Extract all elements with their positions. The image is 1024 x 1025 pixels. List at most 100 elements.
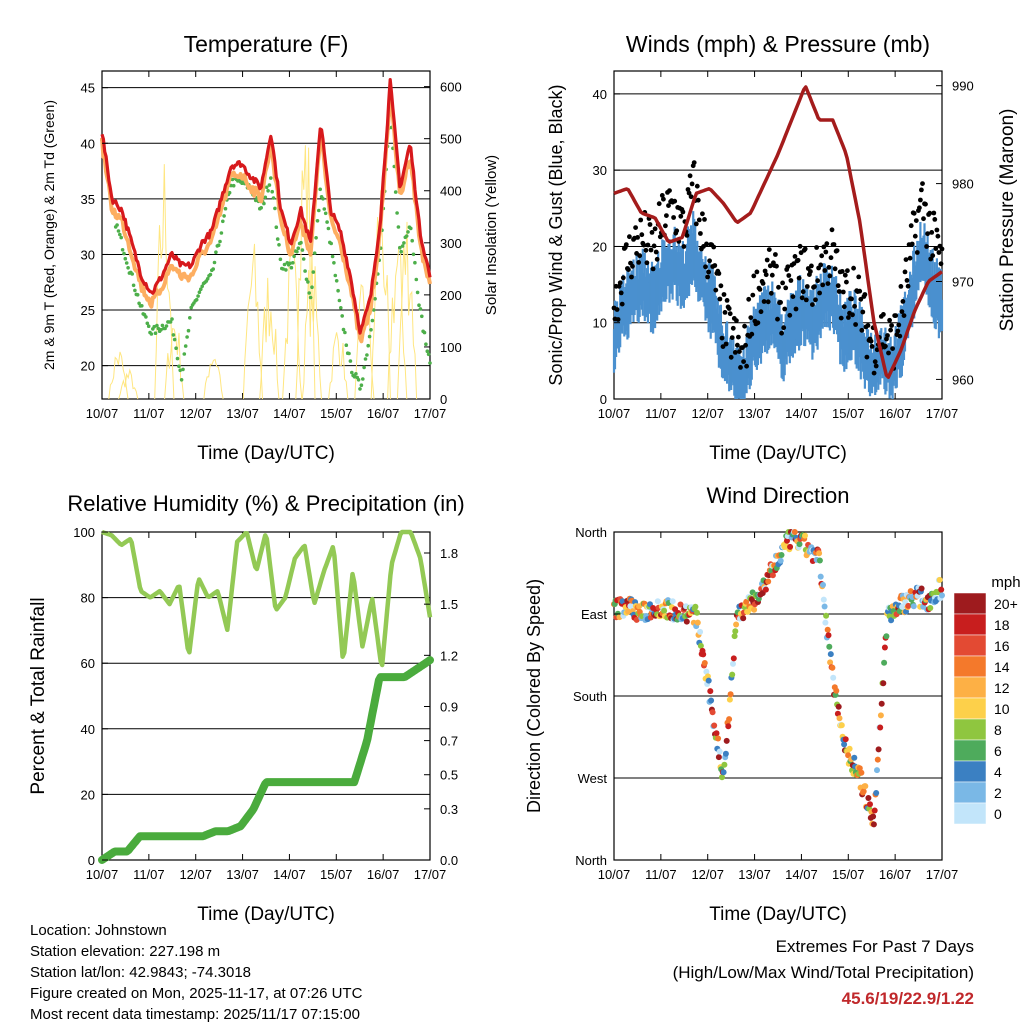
gust-point-240 [858,296,864,302]
direction-point-118 [703,668,710,675]
legend-label-8: 4 [994,764,1002,780]
direction-point-135 [716,748,723,755]
dewpoint-point-147 [301,257,306,261]
direction-point-354 [888,617,895,624]
gust-point-151 [766,247,772,253]
dewpoint-point-238 [426,352,431,357]
direction-point-345 [881,659,888,666]
direction-panel: Wind Direction 10/07 11/07 12/07 13/07 14/07… [524,483,1021,925]
gust-point-17 [629,274,634,280]
direction-point-153 [730,655,737,662]
x-tick-label-5: 15/07 [320,406,353,421]
direction-point-327 [867,801,873,808]
wind-y-tick-label-0: 0 [600,392,607,407]
dewpoint-point-90 [223,206,228,211]
dewpoint-point-63 [186,328,191,333]
gust-point-174 [790,294,796,299]
gust-point-135 [750,292,756,298]
solar-y-tick-label-2: 200 [440,288,462,303]
legend-swatch-0 [953,592,987,615]
x-tick-label-2: 12/07 [179,867,212,882]
dewpoint-point-54 [174,346,178,351]
gust-point-254 [872,359,878,365]
dewpoint-point-73 [200,284,204,289]
solar-spike-10 [328,332,349,400]
dewpoint-point-231 [417,303,421,308]
dewpoint-point-40 [155,323,159,328]
gust-point-152 [767,263,773,269]
pressure-y-tick-label-0: 960 [952,372,974,387]
direction-point-338 [875,746,882,753]
dewpoint-point-168 [330,254,335,259]
direction-point-346 [881,644,888,651]
legend-swatch-2 [953,634,987,657]
legend-title: mph [991,574,1020,591]
direction-point-106 [694,609,700,616]
x-tick-label-3: 13/07 [738,406,771,421]
dewpoint-point-15 [120,248,125,252]
gust-point-72 [685,187,691,192]
gust-point-227 [845,268,850,274]
gust-point-75 [688,194,694,200]
direction-point-214 [778,552,785,558]
winds-ylabel: Sonic/Prop Wind & Gust (Blue, Black) [546,84,566,385]
dewpoint-point-137 [288,261,292,266]
dewpoint-point-50 [168,320,173,324]
gust-point-147 [762,268,768,274]
rh-y-tick-label-0: 0 [88,853,95,868]
direction-point-165 [740,615,747,622]
dir-y-tick-label-4: North [575,853,607,868]
dewpoint-point-124 [270,189,275,194]
gust-point-222 [839,269,845,274]
gust-point-253 [871,370,877,376]
legend-label-10: 0 [994,806,1002,822]
dewpoint-point-134 [284,268,288,272]
gust-point-31 [643,247,649,253]
legend-swatch-1 [953,613,987,636]
gust-point-312 [932,217,938,222]
dewpoint-point-175 [340,314,345,318]
gust-point-18 [630,263,635,269]
x-tick-label-0: 10/07 [86,406,119,421]
direction-point-149 [727,691,734,698]
gust-point-110 [724,298,730,303]
gust-point-244 [862,292,868,297]
dewpoint-point-216 [396,225,401,229]
gust-point-38 [650,266,656,272]
temp-y-tick-label-2: 30 [81,247,95,262]
gust-point-289 [908,223,914,229]
recent-timestamp: Most recent data timestamp: 2025/11/17 0… [30,1006,360,1023]
gust-point-143 [758,309,764,315]
direction-point-148 [726,696,733,703]
gust-point-247 [865,323,871,328]
dewpoint-point-148 [303,269,307,273]
dewpoint-point-164 [325,220,329,224]
temp-y-tick-label-4: 40 [81,136,95,151]
rh-series [101,529,433,668]
plot-frame [101,70,431,400]
direction-point-288 [836,715,843,722]
direction-point-416 [936,576,943,583]
dewpoint-point-158 [317,208,321,213]
direction-point-340 [877,724,884,731]
dewpoint-point-223 [406,230,410,234]
gust-point-59 [672,198,678,204]
dewpoint-point-125 [271,196,276,200]
dewpoint-point-152 [308,295,313,300]
gust-point-9 [620,275,626,281]
dewpoint-point-185 [354,372,358,376]
gust-point-304 [924,244,929,249]
gust-point-153 [768,290,774,296]
gust-point-187 [803,297,809,303]
humidity-title: Relative Humidity (%) & Precipitation (i… [67,491,464,516]
gust-point-210 [827,273,833,279]
x-tick-label-4: 14/07 [273,406,306,421]
precip-y-tick-label-5: 1.2 [440,648,458,663]
direction-point-262 [816,550,823,557]
direction-point-307 [851,754,858,761]
gust-point-104 [718,283,724,289]
pressure-y-tick-label-1: 970 [952,275,974,290]
direction-point-197 [765,578,772,585]
solar-spike-14 [396,221,418,400]
dewpoint-point-32 [144,315,148,319]
